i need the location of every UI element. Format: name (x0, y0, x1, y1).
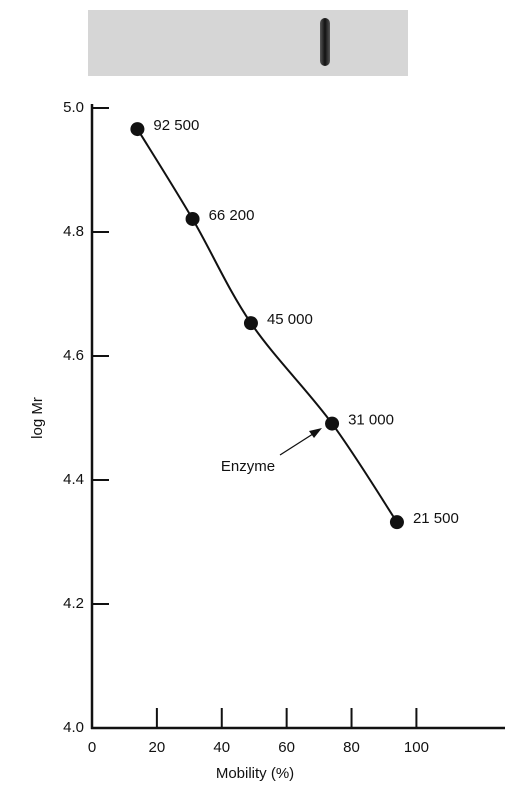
chart: Mobility (%) log Mr Enzyme 4.0 4.2 4.4 4.6 4… (0, 0, 510, 785)
point (130, 122, 144, 136)
point-label: 66 200 (209, 207, 255, 224)
page: Mobility (%) log Mr Enzyme 4.0 4.2 4.4 4.6 4… (0, 0, 510, 785)
point (244, 316, 258, 330)
y-tick-label: 4.0 (63, 719, 84, 736)
annotation: Enzyme (221, 458, 275, 475)
x-tick-label: 20 (149, 739, 166, 756)
y-tick-label: 4.2 (63, 595, 84, 612)
point-label: 31 000 (348, 412, 394, 429)
x-tick-label: 80 (343, 739, 360, 756)
point-label: 45 000 (267, 311, 313, 328)
x-tick-label: 40 (213, 739, 230, 756)
y-tick-label: 4.4 (63, 471, 84, 488)
point (186, 212, 200, 226)
gel-band (320, 18, 330, 66)
y-tick-label: 5.0 (63, 99, 84, 116)
y-tick-label: 4.8 (63, 223, 84, 240)
x-tick-label: 60 (278, 739, 295, 756)
x-axis-label: Mobility (%) (216, 765, 294, 782)
y-tick-label: 4.6 (63, 347, 84, 364)
point-label: 21 500 (413, 510, 459, 527)
y-axis-label: log Mr (29, 397, 46, 439)
annotation-arrow (280, 432, 316, 455)
gel-strip (88, 10, 408, 76)
x-tick-label: 0 (88, 739, 96, 756)
point-label: 92 500 (153, 117, 199, 134)
point (325, 417, 339, 431)
arrow-head (309, 428, 322, 438)
point (390, 515, 404, 529)
x-tick-label: 100 (404, 739, 429, 756)
